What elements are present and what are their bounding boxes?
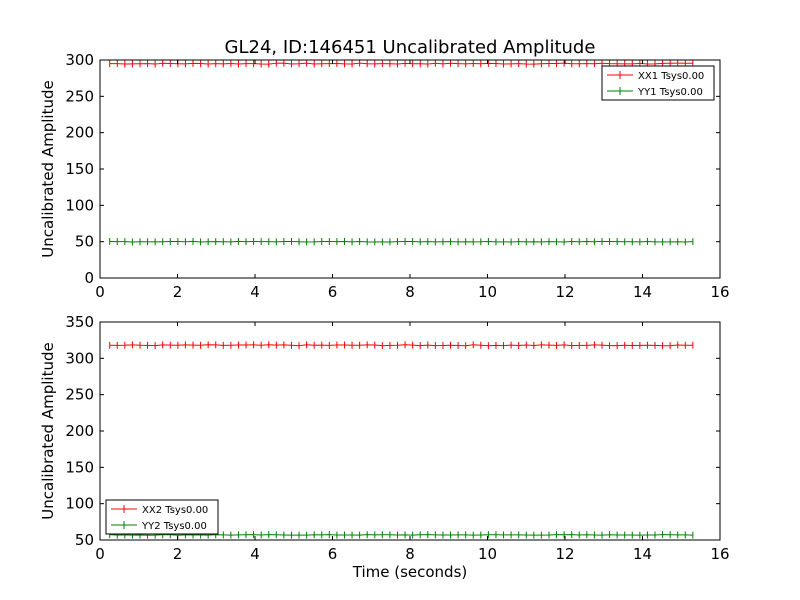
- x-tick-label: 8: [405, 545, 415, 563]
- y-tick-label: 50: [75, 233, 94, 251]
- y-tick-label: 250: [65, 87, 94, 105]
- x-tick-label: 4: [250, 283, 260, 301]
- top-subplot: 0 2 4 6 8 10 12 14 16 0 50 100 150 200 250 300 Uncalibra…: [39, 51, 730, 301]
- y-tick-label: 50: [75, 531, 94, 549]
- figure-title: GL24, ID:146451 Uncalibrated Amplitude: [225, 37, 596, 58]
- series-line-0-0: [109, 62, 693, 65]
- x-tick-label: 2: [173, 545, 183, 563]
- bottom-subplot: 0 2 4 6 8 10 12 14 16 50 100 150 200 250 300 350 Uncalib…: [39, 313, 730, 581]
- x-tick-label: 12: [555, 283, 574, 301]
- legend-box: [601, 65, 715, 101]
- x-tick-label: 6: [328, 283, 338, 301]
- legend-label-1: YY1 Tsys0.00: [637, 87, 703, 98]
- legend-0: XX1 Tsys0.00 YY1 Tsys0.00: [601, 65, 715, 101]
- x-axis-label: Time (seconds): [352, 563, 468, 581]
- x-tick-label: 8: [405, 283, 415, 301]
- x-tick-label: 0: [95, 545, 105, 563]
- series-line-1-0: [109, 344, 693, 347]
- y-tick-label: 100: [65, 495, 94, 513]
- x-tick-label: 10: [478, 545, 497, 563]
- x-tick-label: 10: [478, 283, 497, 301]
- y-tick-label: 150: [65, 160, 94, 178]
- series-line-1-1: [109, 534, 693, 536]
- x-tick-label: 2: [173, 283, 183, 301]
- x-tick-label: 4: [250, 545, 260, 563]
- legend-label-0: XX2 Tsys0.00: [142, 505, 208, 516]
- legend-box: [105, 499, 219, 535]
- y-tick-label: 100: [65, 196, 94, 214]
- x-tick-label: 16: [710, 545, 729, 563]
- y-axis-label: Uncalibrated Amplitude: [39, 342, 57, 519]
- legend-1: XX2 Tsys0.00 YY2 Tsys0.00: [105, 499, 219, 535]
- legend-label-1: YY2 Tsys0.00: [141, 521, 207, 532]
- y-axis-label: Uncalibrated Amplitude: [39, 80, 57, 257]
- y-tick-label: 300: [65, 51, 94, 69]
- y-tick-label: 300: [65, 349, 94, 367]
- legend-label-0: XX1 Tsys0.00: [638, 71, 704, 82]
- series-line-0-1: [109, 240, 693, 243]
- y-tick-label: 350: [65, 313, 94, 331]
- x-tick-label: 0: [95, 283, 105, 301]
- x-tick-label: 6: [328, 545, 338, 563]
- y-tick-label: 150: [65, 458, 94, 476]
- x-tick-label: 14: [633, 545, 652, 563]
- x-tick-label: 16: [710, 283, 729, 301]
- y-tick-label: 0: [84, 269, 94, 287]
- x-tick-label: 14: [633, 283, 652, 301]
- y-tick-label: 200: [65, 124, 94, 142]
- y-tick-label: 200: [65, 422, 94, 440]
- y-tick-label: 250: [65, 386, 94, 404]
- x-tick-label: 12: [555, 545, 574, 563]
